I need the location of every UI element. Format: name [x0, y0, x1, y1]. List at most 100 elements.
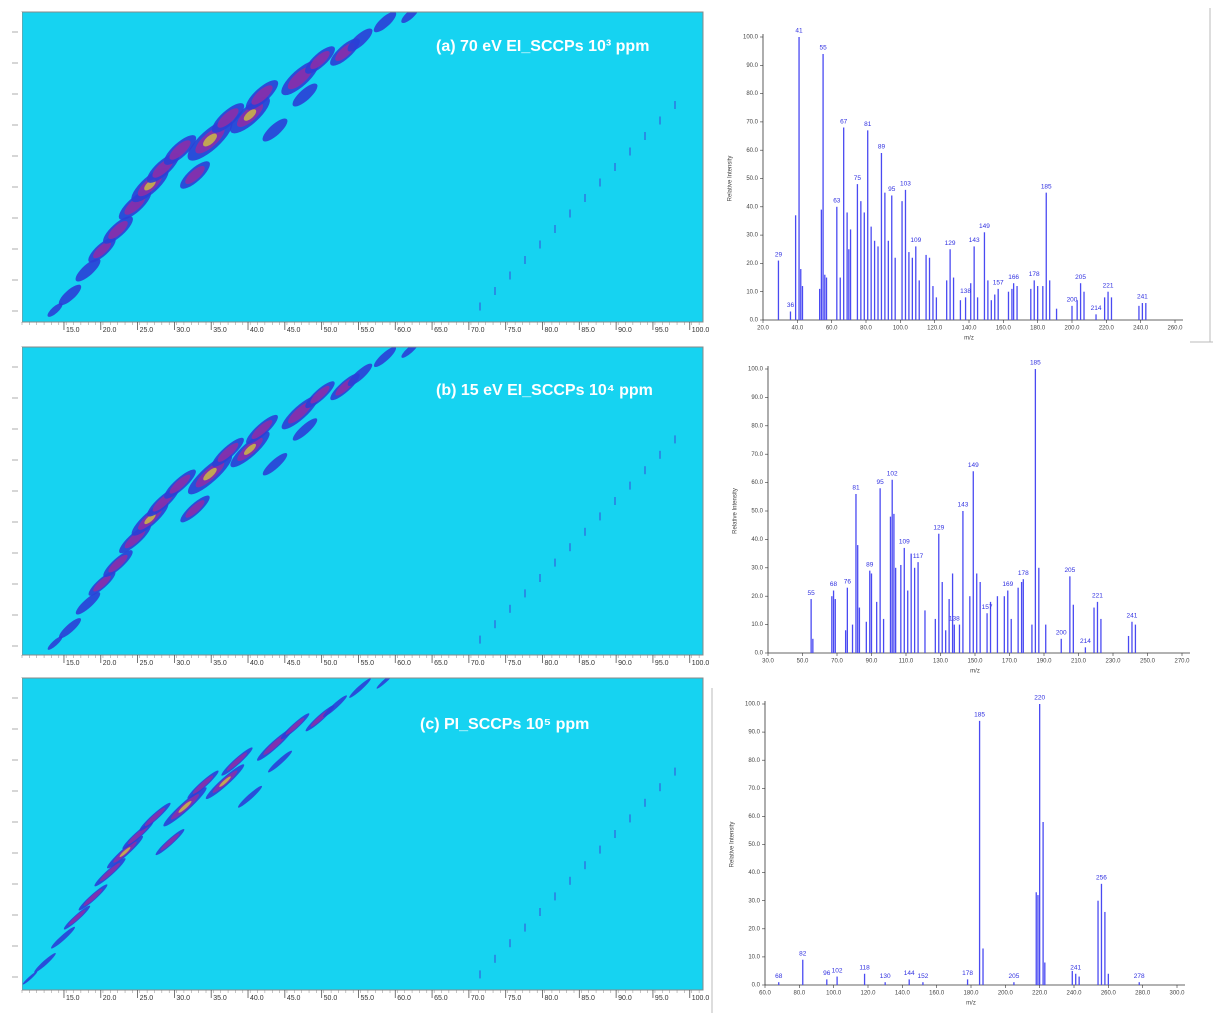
- peak-label: 129: [945, 240, 956, 247]
- x-tick-label: 85.0: [581, 995, 595, 1002]
- y-tick-label: 50.0: [751, 509, 763, 515]
- x-tick-label: 50.0: [324, 660, 338, 667]
- x-tick-label: 40.0: [250, 327, 264, 334]
- x-tick-label: 200.0: [998, 991, 1014, 997]
- peak-label: 178: [1018, 570, 1029, 577]
- contour-panel: 15.020.025.030.035.040.045.050.055.060.0…: [8, 340, 709, 667]
- y-tick-label: 0.0: [750, 318, 759, 324]
- y-axis-strip: [8, 12, 22, 322]
- x-tick-label: 20.0: [757, 326, 769, 332]
- x-tick-label: 30.0: [176, 660, 190, 667]
- y-axis-label: Relative Intensity: [730, 822, 736, 868]
- y-tick-label: 70.0: [748, 786, 760, 792]
- peak-label: 214: [1091, 305, 1102, 312]
- x-tick-label: 20.0: [103, 327, 117, 334]
- peak-label: 75: [854, 175, 862, 182]
- x-tick-label: 150.0: [967, 659, 983, 665]
- x-tick-label: 170.0: [1002, 659, 1018, 665]
- peak-label: 143: [969, 237, 980, 244]
- peak-label: 205: [1064, 567, 1075, 574]
- x-tick-label: 250.0: [1140, 659, 1156, 665]
- x-tick-label: 100.0: [893, 326, 909, 332]
- y-tick-label: 20.0: [746, 261, 758, 267]
- y-tick-label: 80.0: [746, 91, 758, 97]
- x-tick-label: 40.0: [791, 326, 803, 332]
- x-tick-label: 95.0: [655, 327, 669, 334]
- x-tick-label: 270.0: [1174, 659, 1190, 665]
- x-tick-label: 60.0: [397, 660, 411, 667]
- x-tick-label: 300.0: [1169, 991, 1185, 997]
- y-tick-label: 20.0: [751, 594, 763, 600]
- peak-label: 41: [795, 28, 803, 35]
- x-tick-label: 75.0: [508, 995, 522, 1002]
- peak-label: 81: [852, 485, 860, 492]
- peak-label: 185: [974, 712, 985, 719]
- y-axis-label: Relative Intensity: [733, 488, 739, 534]
- x-tick-label: 210.0: [1071, 659, 1087, 665]
- x-tick-label: 40.0: [250, 660, 264, 667]
- peak-label: 200: [1056, 630, 1067, 637]
- y-tick-label: 0.0: [752, 983, 761, 989]
- x-tick-label: 65.0: [434, 995, 448, 1002]
- peak-label: 82: [799, 950, 807, 957]
- peak-label: 220: [1034, 695, 1045, 702]
- x-axis-label: m/z: [966, 1001, 976, 1007]
- peak-label: 205: [1008, 973, 1019, 980]
- y-tick-label: 100.0: [745, 702, 761, 708]
- peak-label: 221: [1103, 282, 1114, 289]
- y-tick-label: 80.0: [751, 423, 763, 429]
- x-tick-label: 70.0: [831, 659, 843, 665]
- peak-label: 256: [1096, 875, 1107, 882]
- y-tick-label: 50.0: [748, 842, 760, 848]
- peak-label: 95: [888, 186, 896, 193]
- peak-label: 68: [830, 581, 838, 588]
- x-tick-label: 200.0: [1064, 326, 1080, 332]
- peak-label: 103: [900, 181, 911, 188]
- peak-label: 129: [933, 524, 944, 531]
- y-tick-label: 20.0: [748, 926, 760, 932]
- x-tick-label: 65.0: [434, 660, 448, 667]
- peak-label: 102: [887, 470, 898, 477]
- y-tick-label: 0.0: [755, 651, 764, 657]
- peak-label: 214: [1080, 638, 1091, 645]
- peak-label: 96: [823, 970, 831, 977]
- peak-label: 55: [808, 590, 816, 597]
- figure: 15.020.025.030.035.040.045.050.055.060.0…: [0, 0, 1213, 1013]
- x-tick-label: 230.0: [1105, 659, 1121, 665]
- peak-label: 29: [775, 251, 783, 258]
- peak-label: 117: [913, 553, 924, 560]
- x-tick-label: 15.0: [66, 660, 80, 667]
- x-tick-label: 15.0: [66, 995, 80, 1002]
- x-tick-label: 95.0: [655, 995, 669, 1002]
- y-tick-label: 10.0: [746, 289, 758, 295]
- contour-panel: 15.020.025.030.035.040.045.050.055.060.0…: [8, 672, 709, 1002]
- y-tick-label: 70.0: [746, 119, 758, 125]
- x-tick-label: 35.0: [213, 660, 227, 667]
- peak-label: 200: [1067, 297, 1078, 304]
- peak-label: 143: [957, 502, 968, 509]
- peak-label: 138: [949, 615, 960, 622]
- peak-label: 67: [840, 118, 848, 125]
- x-tick-label: 85.0: [581, 327, 595, 334]
- y-tick-label: 100.0: [743, 35, 759, 41]
- y-tick-label: 90.0: [748, 730, 760, 736]
- x-tick-label: 90.0: [618, 327, 632, 334]
- x-tick-label: 55.0: [360, 660, 374, 667]
- x-tick-label: 260.0: [1101, 991, 1117, 997]
- x-tick-label: 120.0: [860, 991, 876, 997]
- spectrum: 0.010.020.030.040.050.060.070.080.090.01…: [730, 695, 1186, 1007]
- peak-label: 205: [1075, 274, 1086, 281]
- x-tick-label: 30.0: [176, 995, 190, 1002]
- x-tick-label: 60.0: [759, 991, 771, 997]
- x-tick-label: 70.0: [471, 995, 485, 1002]
- y-axis-label: Relative Intensity: [728, 156, 734, 202]
- peak-label: 241: [1127, 612, 1138, 619]
- peak-label: 81: [864, 121, 872, 128]
- x-tick-label: 160.0: [929, 991, 945, 997]
- y-tick-label: 100.0: [748, 367, 764, 373]
- x-tick-label: 240.0: [1066, 991, 1082, 997]
- peak-label: 36: [787, 302, 795, 309]
- y-tick-label: 40.0: [751, 537, 763, 543]
- y-tick-label: 70.0: [751, 452, 763, 458]
